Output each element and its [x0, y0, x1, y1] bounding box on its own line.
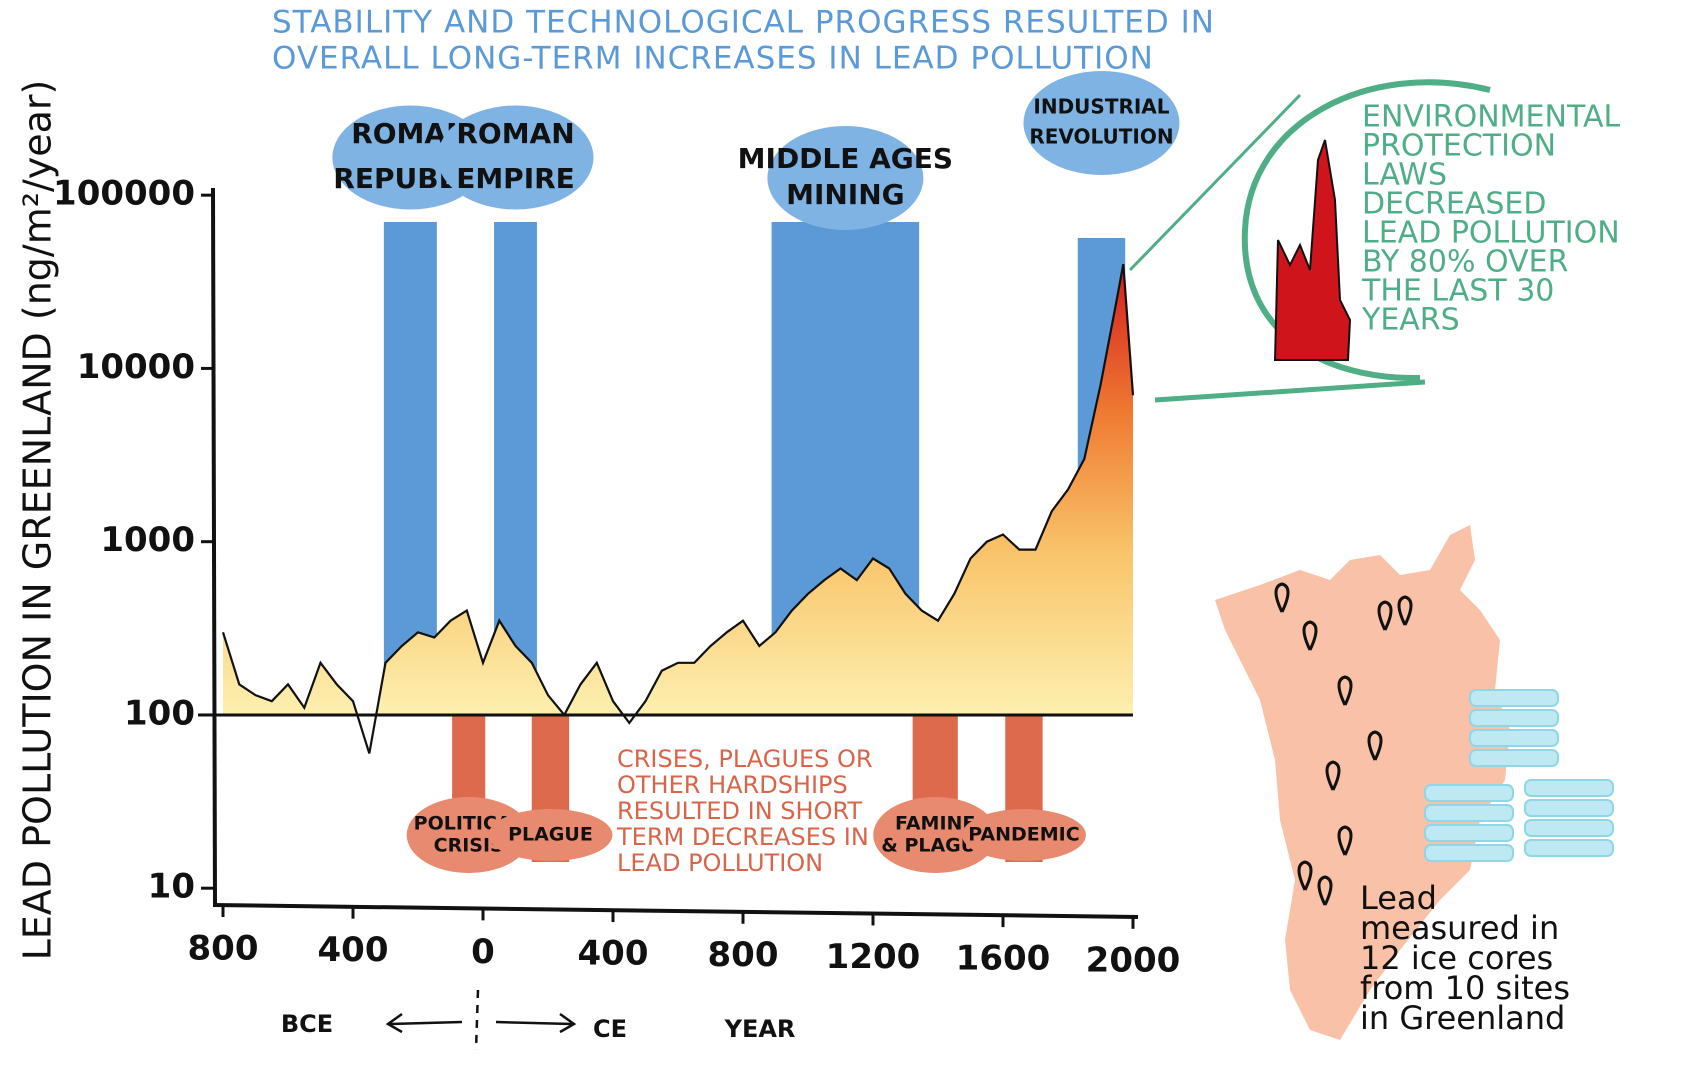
x-tick-label: 800	[188, 929, 259, 969]
stable-label: EMPIRE	[456, 162, 575, 195]
inset-note: BY 80% OVER	[1362, 245, 1568, 280]
label-blob	[1023, 71, 1180, 175]
crisis-note: LEAD POLLUTION	[617, 849, 823, 877]
y-tick-label: 100	[124, 693, 195, 733]
x-tick-label: 2000	[1086, 940, 1181, 980]
x-tick-label: 400	[318, 930, 389, 970]
x-tick-label: 0	[471, 932, 495, 972]
y-tick-label: 10	[148, 867, 195, 907]
greenland-map	[1215, 525, 1614, 1040]
x-tick-label: 800	[708, 935, 779, 975]
y-tick-label: 1000	[100, 520, 195, 560]
era-arrows	[385, 989, 577, 1051]
stable-label: MIDDLE AGES	[738, 142, 953, 175]
label-blob	[961, 809, 1086, 861]
inset-note: YEARS	[1361, 303, 1460, 338]
label-blob	[488, 809, 613, 861]
title: OVERALL LONG-TERM INCREASES IN LEAD POLL…	[272, 41, 1154, 77]
ce-label: CE	[593, 1015, 627, 1043]
stable-label: REVOLUTION	[1029, 125, 1173, 149]
stable-label: ROMAN	[456, 117, 574, 150]
inset-note: LEAD POLLUTION	[1362, 216, 1620, 251]
y-axis-label: LEAD POLLUTION IN GREENLAND (ng/m²/year)	[16, 80, 60, 961]
crisis-label: PANDEMIC	[968, 824, 1079, 846]
crisis-label: CRISIS	[434, 835, 504, 857]
y-tick-label: 100000	[53, 174, 195, 214]
crisis-note: TERM DECREASES IN	[616, 823, 869, 851]
crisis-note: RESULTED IN SHORT	[617, 797, 862, 825]
x-tick-label: 400	[578, 934, 649, 974]
crisis-label: FAMINE	[895, 813, 975, 835]
label-blob	[767, 126, 924, 230]
x-axis	[212, 903, 1139, 919]
inset-note: DECREASED	[1362, 187, 1546, 222]
title: STABILITY AND TECHNOLOGICAL PROGRESS RES…	[272, 5, 1215, 41]
area-fill	[223, 264, 1133, 715]
label-blob	[873, 797, 998, 873]
label-blob	[406, 797, 531, 873]
inset-note: ENVIRONMENTAL	[1362, 100, 1620, 135]
crisis-note: CRISES, PLAGUES OR	[617, 745, 873, 773]
area-line	[221, 263, 1135, 754]
inset-note: PROTECTION	[1362, 129, 1556, 164]
x-axis-label: YEAR	[724, 1015, 796, 1043]
axes: 10 100 1000 10000 100000 800 400 0 400 800 1200 160…	[53, 174, 1180, 981]
inset-note: THE LAST 30	[1361, 274, 1554, 309]
inset	[1128, 79, 1491, 403]
inset-note: ENVIRONMENTALPROTECTIONLAWSDECREASEDLEAD…	[1361, 100, 1620, 338]
x-tick-label: 1600	[956, 939, 1051, 979]
map-note: from 10 sites	[1360, 969, 1570, 1007]
map-note: measured in	[1360, 909, 1559, 947]
bce-label: BCE	[281, 1010, 333, 1038]
inset-note: LAWS	[1362, 158, 1447, 193]
map-note: in Greenland	[1360, 999, 1565, 1037]
y-tick-label: 10000	[77, 347, 195, 387]
plot	[221, 263, 1135, 754]
crisis-label: & PLAGUE	[881, 835, 989, 857]
stable-label: MINING	[786, 178, 905, 211]
map-note: 12 ice cores	[1360, 939, 1553, 977]
map-note: Lead	[1360, 879, 1437, 917]
label-blob	[437, 105, 594, 210]
crisis-note: OTHER HARDSHIPS	[617, 771, 848, 799]
crisis-label: PLAGUE	[508, 824, 593, 846]
x-tick-label: 1200	[826, 937, 921, 977]
y-axis	[211, 187, 217, 906]
stable-label: INDUSTRIAL	[1033, 95, 1169, 119]
stable-band	[383, 222, 437, 715]
